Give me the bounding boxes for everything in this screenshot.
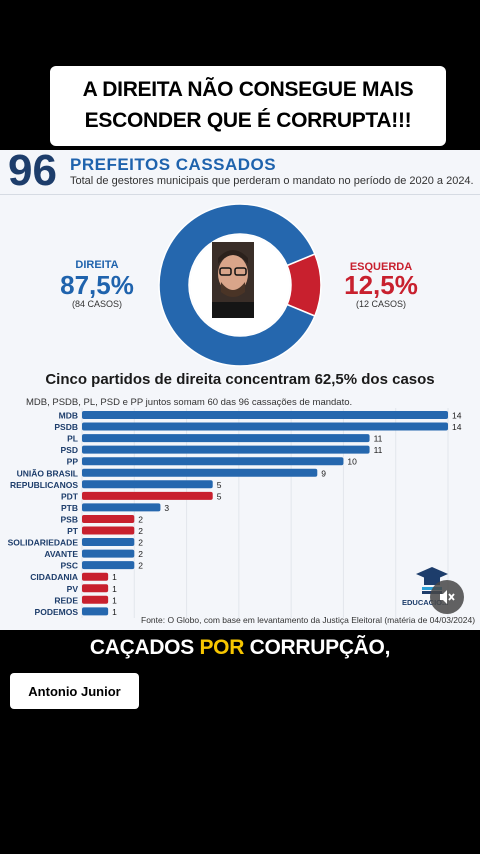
- bar-value-label: 2: [138, 549, 143, 559]
- bar-value-label: 3: [164, 503, 169, 513]
- bar-category-label: REDE: [54, 595, 78, 605]
- bar-value-label: 2: [138, 514, 143, 524]
- volume-mute-icon: [440, 590, 455, 604]
- bar-category-label: CIDADANIA: [30, 572, 78, 582]
- big-number: 96: [8, 150, 57, 195]
- bar-category-label: UNIÃO BRASIL: [17, 468, 78, 478]
- bar-pdt: [82, 491, 213, 500]
- bar-value-label: 1: [112, 584, 117, 594]
- bar-category-label: MDB: [59, 411, 78, 421]
- caption-line-2: ESCONDER QUE É CORRUPTA!!!: [84, 109, 412, 132]
- esquerda-cases: (12 CASOS): [355, 299, 406, 309]
- bar-podemos: [82, 607, 109, 616]
- bar-psc: [82, 561, 135, 570]
- bar-mdb: [82, 411, 448, 419]
- bar-value-label: 2: [138, 526, 143, 536]
- header-divider: [0, 194, 480, 195]
- bar-união-brasil: [82, 468, 318, 477]
- infographic: 96 PREFEITOS CASSADOS Total de gestores …: [0, 150, 480, 630]
- esquerda-percent: 12,5%: [344, 270, 418, 300]
- bar-rede: [82, 595, 109, 604]
- bar-value-label: 11: [374, 434, 383, 444]
- direita-cases: (84 CASOS): [71, 299, 122, 309]
- bar-value-label: 5: [217, 480, 222, 490]
- direita-percent: 87,5%: [60, 270, 134, 300]
- bar-value-label: 2: [138, 561, 143, 571]
- video-subtitle: CAÇADOS POR CORRUPÇÃO,: [0, 636, 480, 660]
- bar-pl: [82, 434, 370, 443]
- bar-category-label: SOLIDARIEDADE: [8, 538, 79, 548]
- bar-psdb: [82, 422, 448, 431]
- bar-pp: [82, 457, 344, 466]
- donut-slice-direita: [158, 203, 316, 367]
- bar-cidadania: [82, 572, 109, 581]
- bar-value-label: 1: [112, 595, 117, 605]
- logo-text: EDUCACIO...: [402, 598, 449, 607]
- bar-category-label: PDT: [61, 491, 79, 501]
- bar-pt: [82, 526, 135, 535]
- bar-value-label: 11: [374, 445, 383, 455]
- source-note: Fonte: O Globo, com base em levantamento…: [141, 615, 476, 625]
- bar-category-label: PSD: [61, 445, 78, 455]
- mute-button[interactable]: [430, 580, 464, 614]
- bar-avante: [82, 549, 135, 558]
- bar-category-label: PL: [67, 434, 78, 444]
- bar-category-label: AVANTE: [44, 549, 78, 559]
- bar-category-label: PTB: [61, 503, 78, 513]
- bar-category-label: REPUBLICANOS: [10, 480, 78, 490]
- bar-value-label: 14: [452, 411, 462, 421]
- bar-solidariedade: [82, 538, 135, 547]
- bar-category-label: PODEMOS: [35, 607, 79, 617]
- bar-category-label: PSB: [61, 514, 78, 524]
- bar-value-label: 2: [138, 538, 143, 548]
- section-subtitle: MDB, PSDB, PL, PSD e PP juntos somam 60 …: [26, 397, 353, 408]
- section-title: Cinco partidos de direita concentram 62,…: [45, 371, 435, 388]
- bar-category-label: PSDB: [54, 422, 78, 432]
- bar-value-label: 9: [321, 468, 326, 478]
- bar-category-label: PV: [67, 584, 79, 594]
- bar-value-label: 14: [452, 422, 462, 432]
- bar-psb: [82, 514, 135, 523]
- video-caption: A DIREITA NÃO CONSEGUE MAIS ESCONDER QUE…: [50, 66, 446, 146]
- direita-label: DIREITA: [75, 259, 119, 271]
- infographic-title: PREFEITOS CASSADOS: [70, 155, 277, 174]
- presenter-avatar: [212, 242, 254, 318]
- infographic-subtitle: Total de gestores municipais que perdera…: [70, 175, 474, 187]
- bar-value-label: 5: [217, 491, 222, 501]
- bar-value-label: 1: [112, 607, 117, 617]
- bar-category-label: PP: [67, 457, 79, 467]
- bar-value-label: 1: [112, 572, 117, 582]
- bar-category-label: PSC: [61, 561, 78, 571]
- bar-category-label: PT: [67, 526, 79, 536]
- bar-pv: [82, 584, 109, 593]
- bar-republicanos: [82, 480, 213, 489]
- subtitle-part-2: CORRUPÇÃO,: [244, 636, 391, 659]
- subtitle-part-1: CAÇADOS: [89, 636, 200, 659]
- bar-value-label: 10: [347, 457, 357, 467]
- author-name: Antonio Junior: [28, 683, 121, 699]
- caption-line-1: A DIREITA NÃO CONSEGUE MAIS: [82, 78, 414, 101]
- subtitle-highlight: POR: [199, 636, 245, 659]
- esquerda-label: ESQUERDA: [349, 261, 413, 273]
- bar-ptb: [82, 503, 161, 512]
- bar-psd: [82, 445, 370, 454]
- author-name-tag[interactable]: Antonio Junior: [10, 673, 139, 709]
